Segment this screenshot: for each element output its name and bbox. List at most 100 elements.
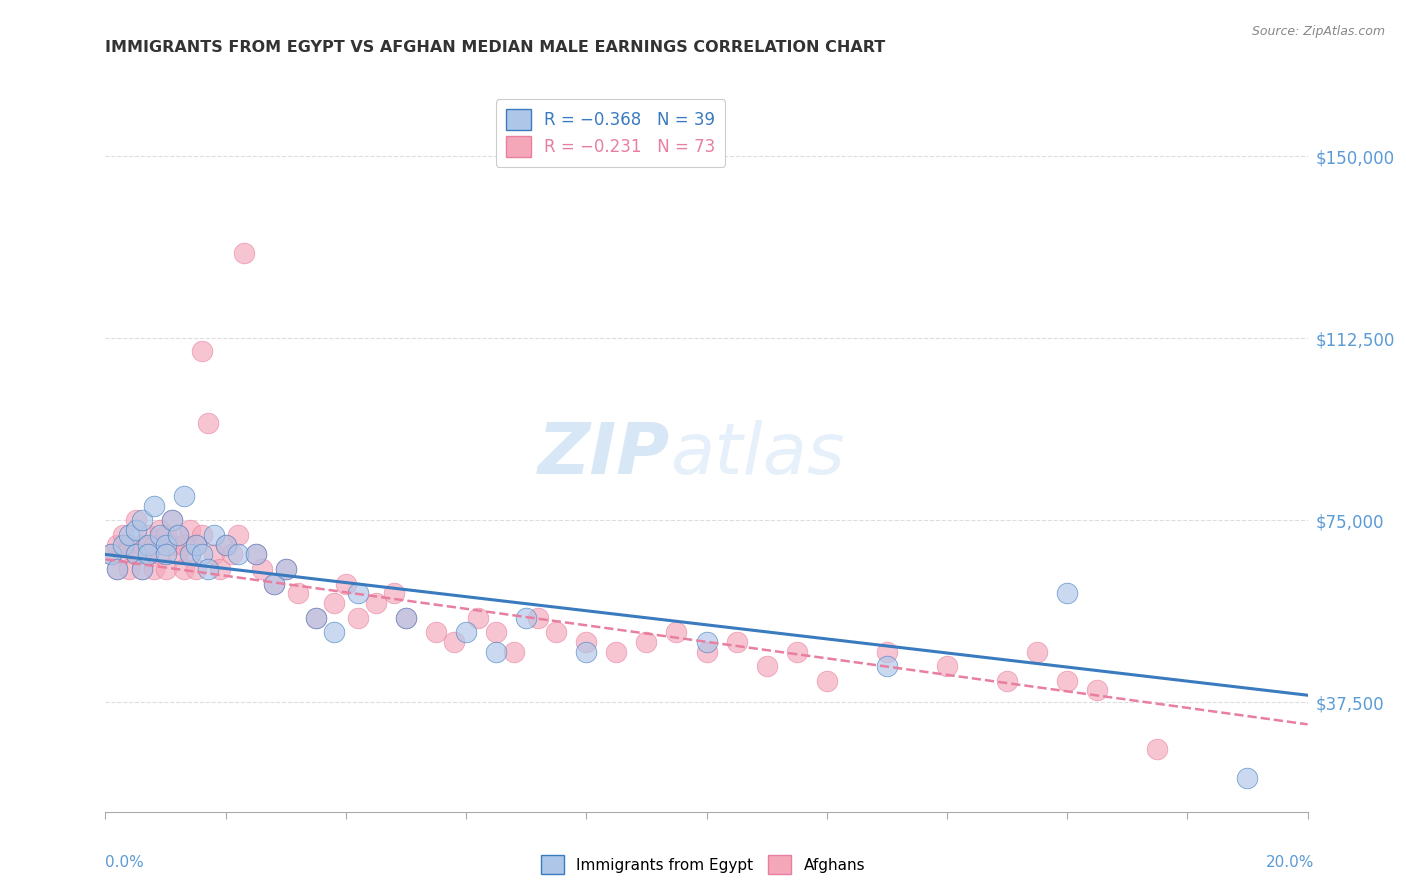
Point xyxy=(131,562,153,576)
Point xyxy=(1146,741,1168,756)
Point xyxy=(184,562,207,576)
Point xyxy=(112,528,135,542)
Point xyxy=(485,625,508,640)
Point xyxy=(190,548,212,562)
Point xyxy=(136,548,159,562)
Point xyxy=(155,528,177,542)
Point xyxy=(166,548,188,562)
Text: atlas: atlas xyxy=(671,420,845,490)
Point xyxy=(155,538,177,552)
Point xyxy=(305,610,328,624)
Point xyxy=(1236,771,1258,785)
Point xyxy=(226,528,249,542)
Point xyxy=(202,548,225,562)
Point xyxy=(136,548,159,562)
Point xyxy=(107,562,129,576)
Point xyxy=(485,644,508,658)
Point xyxy=(245,548,267,562)
Point xyxy=(575,635,598,649)
Point xyxy=(124,548,146,562)
Point xyxy=(425,625,447,640)
Point xyxy=(118,528,141,542)
Point xyxy=(395,610,418,624)
Point xyxy=(1085,683,1108,698)
Point xyxy=(184,538,207,552)
Text: ZIP: ZIP xyxy=(538,420,671,490)
Point xyxy=(118,538,141,552)
Point xyxy=(214,538,236,552)
Legend: Immigrants from Egypt, Afghans: Immigrants from Egypt, Afghans xyxy=(534,849,872,880)
Point xyxy=(142,562,165,576)
Point xyxy=(179,523,201,537)
Point xyxy=(136,538,159,552)
Point xyxy=(876,644,898,658)
Point xyxy=(221,548,243,562)
Point xyxy=(1056,586,1078,600)
Point xyxy=(395,610,418,624)
Point xyxy=(100,548,122,562)
Point xyxy=(124,523,146,537)
Point xyxy=(190,528,212,542)
Point xyxy=(605,644,627,658)
Point xyxy=(322,625,344,640)
Point xyxy=(131,562,153,576)
Point xyxy=(179,548,201,562)
Point xyxy=(995,673,1018,688)
Point xyxy=(190,343,212,358)
Point xyxy=(100,548,122,562)
Point xyxy=(112,548,135,562)
Point xyxy=(274,562,297,576)
Legend: R = −0.368   N = 39, R = −0.231   N = 73: R = −0.368 N = 39, R = −0.231 N = 73 xyxy=(495,99,725,167)
Point xyxy=(665,625,688,640)
Point xyxy=(696,635,718,649)
Point xyxy=(160,513,183,527)
Point xyxy=(546,625,568,640)
Point xyxy=(305,610,328,624)
Point xyxy=(443,635,465,649)
Point xyxy=(131,513,153,527)
Point xyxy=(503,644,526,658)
Point xyxy=(755,659,778,673)
Point xyxy=(725,635,748,649)
Point xyxy=(347,610,370,624)
Point xyxy=(575,644,598,658)
Point xyxy=(527,610,550,624)
Point xyxy=(197,417,219,431)
Point xyxy=(184,538,207,552)
Point xyxy=(232,246,254,260)
Point xyxy=(936,659,959,673)
Point xyxy=(173,489,195,503)
Text: 0.0%: 0.0% xyxy=(105,855,145,870)
Point xyxy=(124,548,146,562)
Point xyxy=(250,562,273,576)
Point xyxy=(166,528,188,542)
Point xyxy=(208,562,231,576)
Point xyxy=(107,562,129,576)
Point xyxy=(148,548,170,562)
Point xyxy=(1026,644,1049,658)
Point xyxy=(245,548,267,562)
Point xyxy=(202,528,225,542)
Text: 20.0%: 20.0% xyxy=(1267,855,1315,870)
Point xyxy=(166,528,188,542)
Point xyxy=(107,538,129,552)
Point xyxy=(636,635,658,649)
Point xyxy=(786,644,808,658)
Point xyxy=(263,576,285,591)
Point xyxy=(347,586,370,600)
Point xyxy=(454,625,477,640)
Point xyxy=(179,548,201,562)
Point xyxy=(263,576,285,591)
Point xyxy=(160,513,183,527)
Point xyxy=(876,659,898,673)
Point xyxy=(173,538,195,552)
Point xyxy=(136,528,159,542)
Point xyxy=(118,562,141,576)
Point xyxy=(322,596,344,610)
Point xyxy=(1056,673,1078,688)
Point xyxy=(226,548,249,562)
Point xyxy=(155,548,177,562)
Point xyxy=(148,528,170,542)
Point xyxy=(287,586,309,600)
Point xyxy=(155,562,177,576)
